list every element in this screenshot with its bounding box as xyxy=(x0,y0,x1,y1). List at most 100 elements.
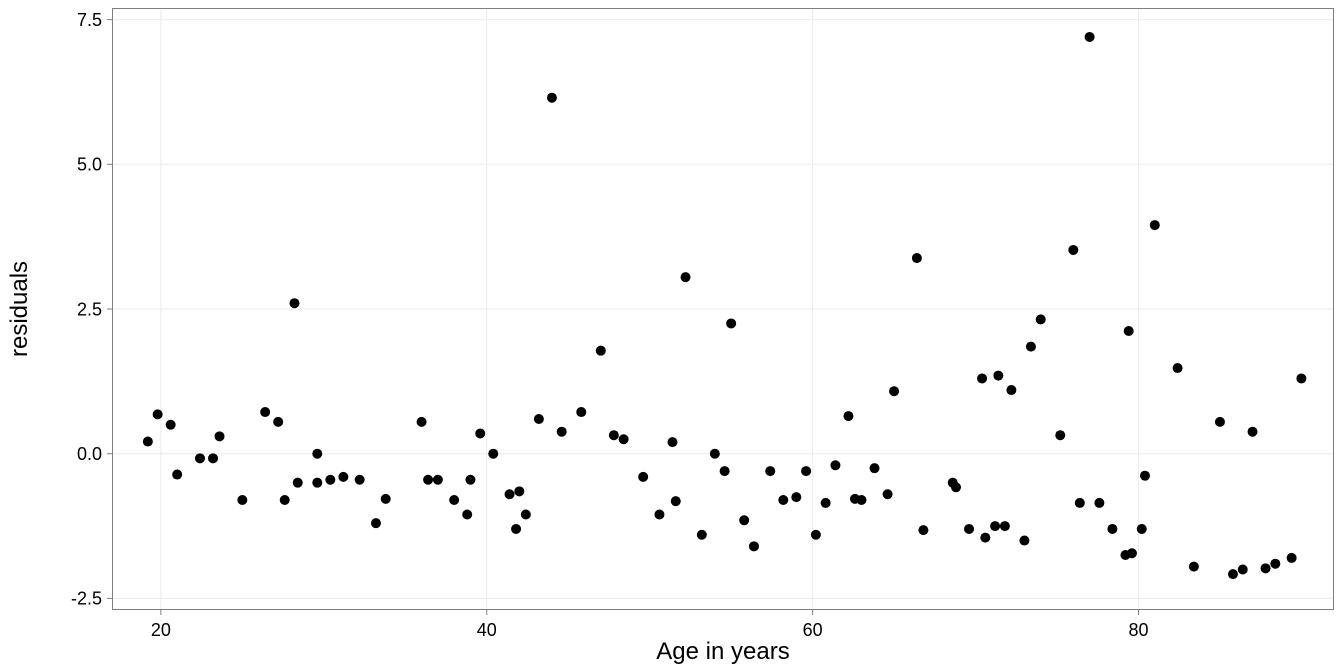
y-axis-label: residuals xyxy=(6,261,34,357)
ytick-label: 0.0 xyxy=(77,444,102,464)
scatter-chart: 20 40 60 80 -2.5 0.0 2.5 5.0 7.5 residuals Age i… xyxy=(0,0,1344,672)
data-point xyxy=(143,437,153,447)
data-point xyxy=(1000,521,1010,531)
x-axis-label: Age in years xyxy=(112,638,1334,666)
data-point xyxy=(381,494,391,504)
data-point xyxy=(475,428,485,438)
data-point xyxy=(1189,562,1199,572)
data-point xyxy=(166,420,176,430)
data-point xyxy=(980,533,990,543)
data-point xyxy=(720,466,730,476)
data-point xyxy=(1127,548,1137,558)
data-point xyxy=(609,430,619,440)
data-point xyxy=(1075,498,1085,508)
data-point xyxy=(449,495,459,505)
data-point xyxy=(1238,564,1248,574)
data-point xyxy=(1006,385,1016,395)
data-point xyxy=(918,525,928,535)
data-point xyxy=(1296,373,1306,383)
data-point xyxy=(1068,245,1078,255)
data-point xyxy=(1248,427,1258,437)
data-point xyxy=(964,524,974,534)
xtick-label: 20 xyxy=(151,620,171,640)
data-point xyxy=(801,466,811,476)
data-point xyxy=(1107,524,1117,534)
data-point xyxy=(1140,471,1150,481)
data-point xyxy=(488,449,498,459)
data-point xyxy=(280,495,290,505)
data-point xyxy=(514,486,524,496)
data-point xyxy=(1137,524,1147,534)
data-point xyxy=(534,414,544,424)
data-point xyxy=(671,496,681,506)
chart-svg: 20 40 60 80 -2.5 0.0 2.5 5.0 7.5 xyxy=(0,0,1344,672)
data-point xyxy=(821,498,831,508)
data-point xyxy=(870,463,880,473)
data-point xyxy=(371,518,381,528)
data-point xyxy=(1036,314,1046,324)
data-point xyxy=(1215,417,1225,427)
data-point xyxy=(338,472,348,482)
data-point xyxy=(195,453,205,463)
data-point xyxy=(465,475,475,485)
data-point xyxy=(312,449,322,459)
ytick-label: -2.5 xyxy=(71,589,102,609)
data-point xyxy=(951,482,961,492)
data-point xyxy=(1228,569,1238,579)
data-point xyxy=(215,431,225,441)
data-point xyxy=(547,93,557,103)
data-point xyxy=(977,373,987,383)
data-point xyxy=(726,318,736,328)
data-point xyxy=(521,509,531,519)
data-point xyxy=(739,515,749,525)
data-point xyxy=(1124,326,1134,336)
ytick-label: 5.0 xyxy=(77,155,102,175)
data-point xyxy=(208,453,218,463)
data-point xyxy=(462,509,472,519)
data-point xyxy=(765,466,775,476)
data-point xyxy=(889,386,899,396)
data-point xyxy=(1085,32,1095,42)
xtick-label: 60 xyxy=(803,620,823,640)
data-point xyxy=(993,371,1003,381)
data-point xyxy=(596,346,606,356)
data-point xyxy=(811,530,821,540)
data-point xyxy=(654,509,664,519)
data-point xyxy=(1019,536,1029,546)
data-point xyxy=(830,460,840,470)
data-point xyxy=(293,478,303,488)
data-point xyxy=(667,437,677,447)
data-point xyxy=(433,475,443,485)
data-point xyxy=(638,472,648,482)
data-point xyxy=(1287,553,1297,563)
data-point xyxy=(843,411,853,421)
data-point xyxy=(697,530,707,540)
data-point xyxy=(423,475,433,485)
data-point xyxy=(710,449,720,459)
data-point xyxy=(856,495,866,505)
data-point xyxy=(1150,220,1160,230)
data-point xyxy=(417,417,427,427)
ytick-label: 7.5 xyxy=(77,10,102,30)
data-point xyxy=(237,495,247,505)
data-point xyxy=(990,521,1000,531)
data-point xyxy=(172,470,182,480)
data-point xyxy=(153,409,163,419)
data-point xyxy=(883,489,893,499)
data-point xyxy=(778,495,788,505)
data-point xyxy=(260,407,270,417)
xtick-label: 40 xyxy=(477,620,497,640)
xtick-label: 80 xyxy=(1128,620,1148,640)
ytick-label: 2.5 xyxy=(77,299,102,319)
data-point xyxy=(1270,559,1280,569)
data-point xyxy=(1173,363,1183,373)
data-point xyxy=(1055,430,1065,440)
data-point xyxy=(505,489,515,499)
data-point xyxy=(355,475,365,485)
data-point xyxy=(312,478,322,488)
data-point xyxy=(1261,563,1271,573)
data-point xyxy=(749,541,759,551)
data-point xyxy=(912,253,922,263)
data-point xyxy=(791,492,801,502)
data-point xyxy=(557,427,567,437)
